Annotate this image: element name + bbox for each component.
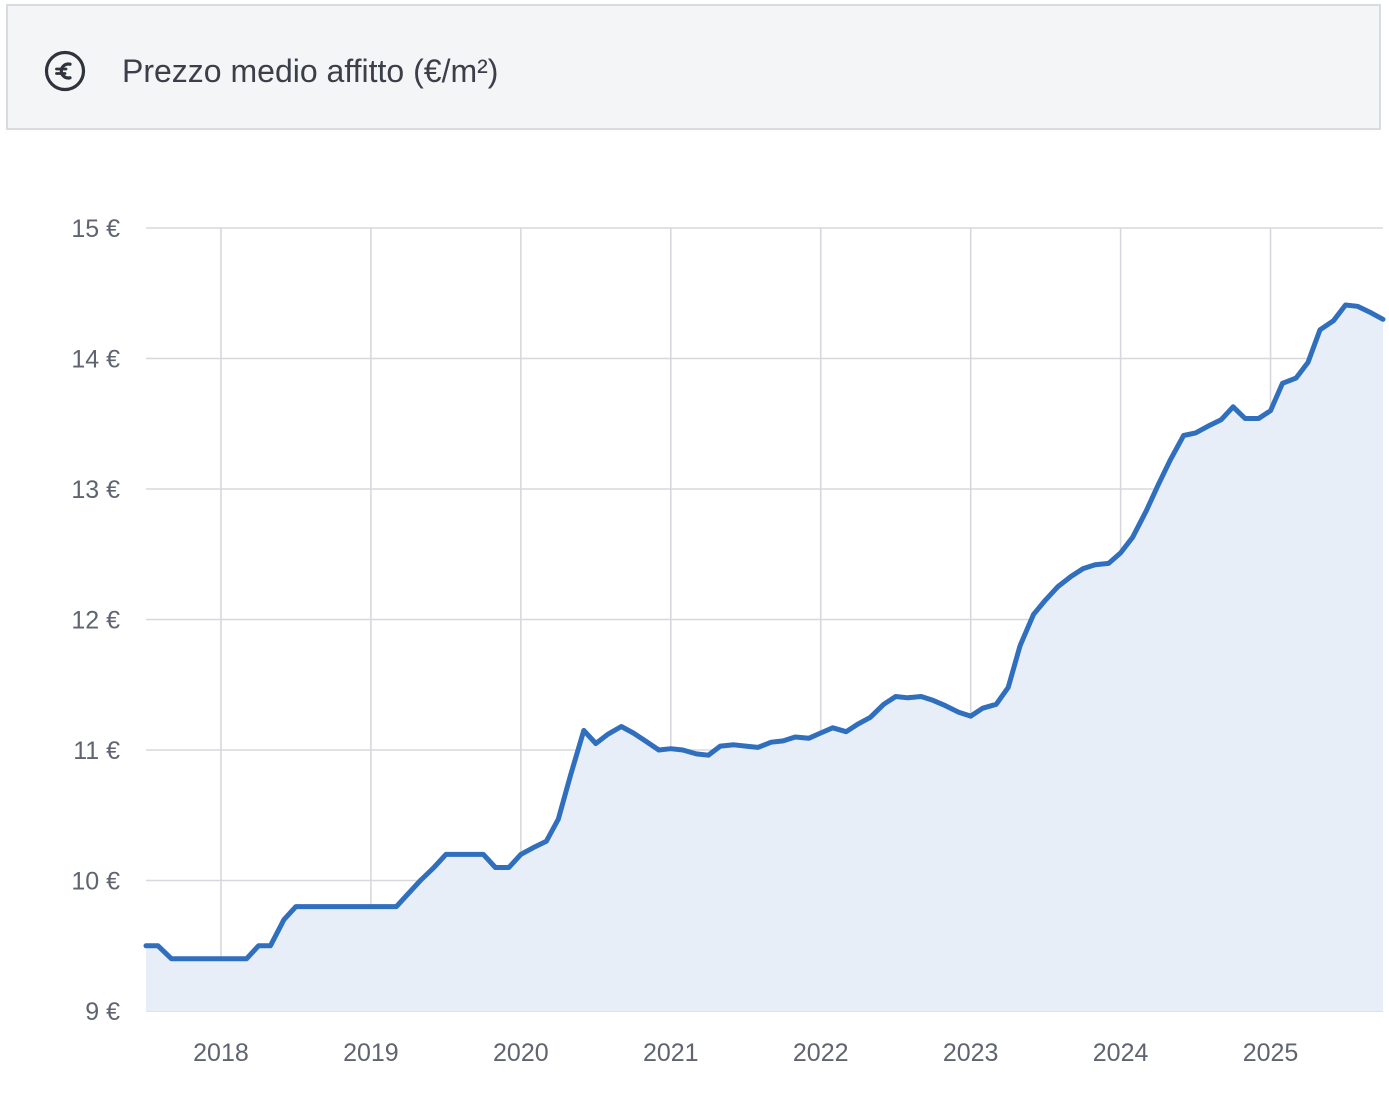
area-fill-path [146, 305, 1383, 1011]
y-tick-label: 9 € [85, 998, 120, 1026]
chart-header: Prezzo medio affitto (€/m²) [6, 4, 1381, 130]
x-tick-label: 2023 [943, 1039, 999, 1067]
y-tick-label: 14 € [71, 346, 120, 374]
series-line [143, 302, 1386, 962]
y-tick-label: 12 € [71, 607, 120, 635]
y-tick-label: 13 € [71, 476, 120, 504]
y-tick-label: 11 € [73, 737, 120, 765]
euro-circle-icon [44, 50, 86, 92]
x-tick-label: 2022 [793, 1039, 849, 1067]
x-tick-label: 2025 [1243, 1039, 1299, 1067]
chart-title: Prezzo medio affitto (€/m²) [122, 53, 499, 89]
y-tick-label: 15 € [71, 215, 120, 243]
series-line-path [143, 302, 1386, 962]
x-tick-label: 2018 [193, 1039, 249, 1067]
x-axis-ticks: 2018 2019 2020 2021 2022 2023 2024 2025 [193, 1039, 1298, 1067]
x-tick-label: 2019 [343, 1039, 399, 1067]
x-tick-label: 2024 [1093, 1039, 1149, 1067]
x-tick-label: 2021 [643, 1039, 699, 1067]
area-fill [146, 305, 1383, 1011]
x-tick-label: 2020 [493, 1039, 549, 1067]
y-tick-label: 10 € [71, 868, 120, 896]
y-axis-ticks: 9 € 10 € 11 € 12 € 13 € 14 € 15 € [71, 215, 120, 1026]
